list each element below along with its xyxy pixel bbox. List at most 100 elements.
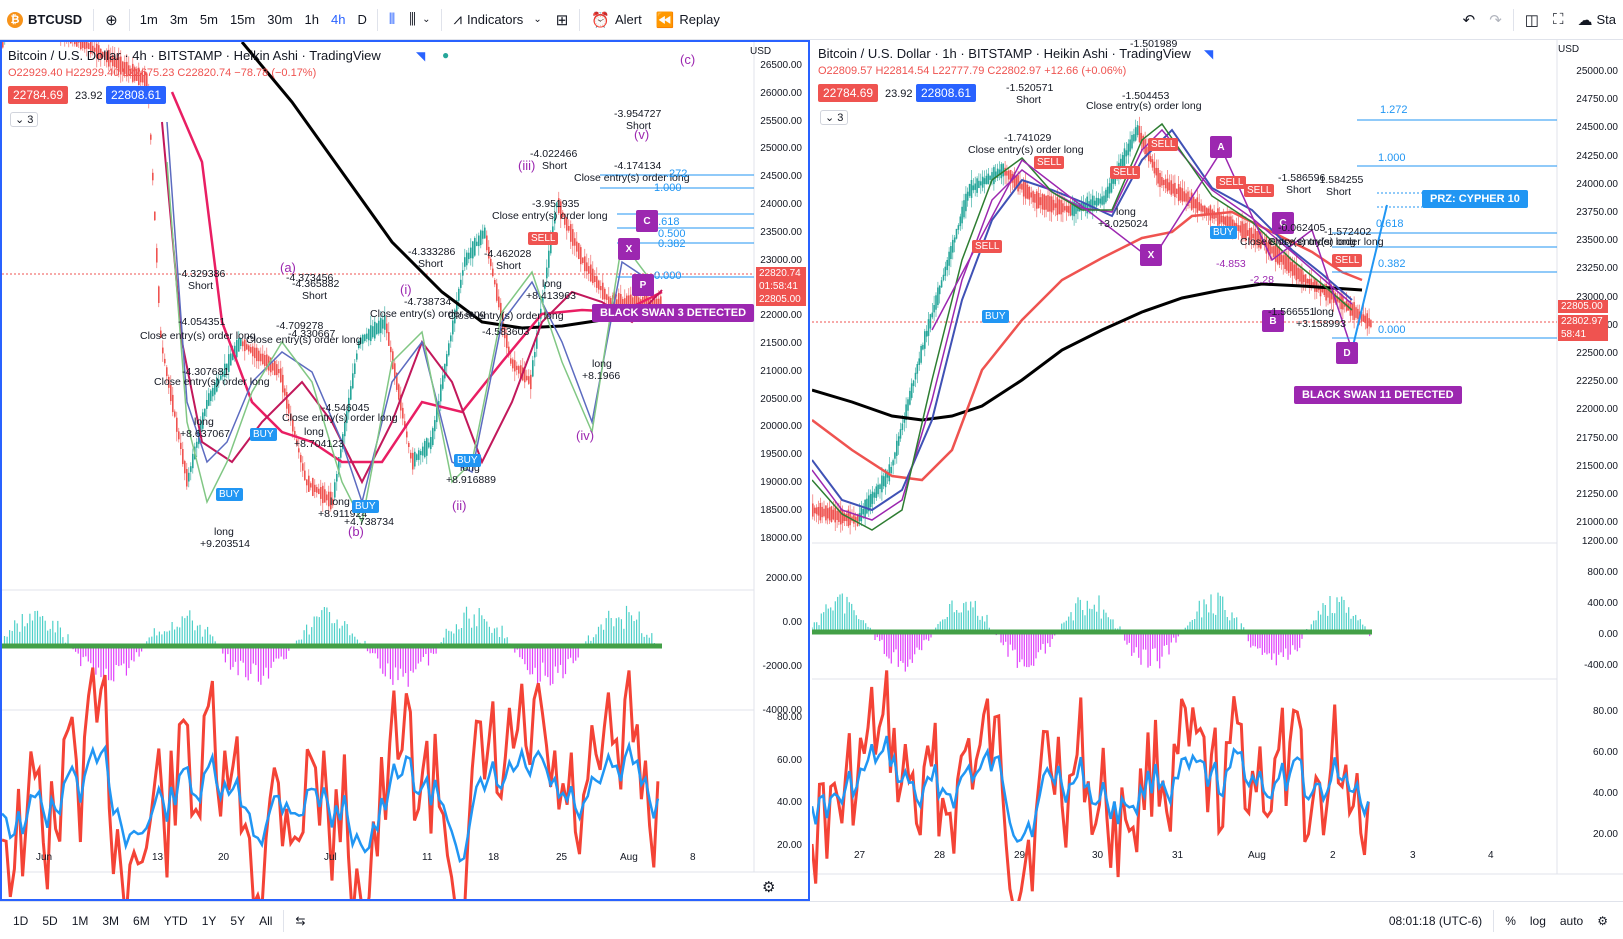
indicators-button[interactable]: ⩘ Indicators ⌄ bbox=[446, 0, 548, 40]
templates-button[interactable]: ⊞ bbox=[549, 0, 576, 40]
axis-tick-label: 25500.00 bbox=[760, 115, 802, 127]
indicators-label: Indicators bbox=[466, 12, 524, 27]
candle bbox=[1093, 200, 1096, 205]
candle bbox=[862, 509, 864, 515]
candle bbox=[180, 442, 182, 449]
candle bbox=[660, 296, 662, 308]
range-5y[interactable]: 5Y bbox=[230, 913, 246, 928]
candle bbox=[248, 345, 250, 352]
candle bbox=[871, 491, 874, 504]
trade-annotation: -0.062405 bbox=[1278, 222, 1326, 234]
long-annotation: +8.1966 bbox=[582, 370, 621, 382]
candle bbox=[376, 323, 378, 335]
close-order-annotation: Close entry(s) order long bbox=[282, 412, 398, 424]
axis-tick-label: 22250.00 bbox=[1576, 376, 1618, 388]
collapse-legend-button[interactable]: ⌄ 3 bbox=[10, 112, 39, 127]
candle bbox=[334, 482, 336, 498]
axis-tick-label: 80.00 bbox=[776, 712, 802, 723]
candle bbox=[494, 280, 496, 285]
candle bbox=[436, 407, 438, 423]
settings-button[interactable]: ⚙ bbox=[1590, 914, 1615, 928]
timeframe-4h[interactable]: 4h bbox=[331, 12, 346, 27]
ask-badge[interactable]: 22808.61 bbox=[916, 84, 977, 102]
range-3m[interactable]: 3M bbox=[102, 913, 120, 928]
ask-badge[interactable]: 22808.61 bbox=[106, 86, 167, 104]
bid-price-tag: 22805.00 bbox=[756, 293, 806, 306]
bar-style-button[interactable]: ⫴ bbox=[382, 0, 402, 40]
range-all[interactable]: All bbox=[259, 913, 273, 928]
candle bbox=[1157, 168, 1159, 184]
timeframe-1h[interactable]: 1h bbox=[304, 12, 319, 27]
candle bbox=[654, 299, 656, 305]
collapse-legend-button[interactable]: ⌄ 3 bbox=[820, 110, 849, 125]
candle-style-button[interactable]: ⫼ ⌄ bbox=[402, 0, 437, 40]
bid-badge[interactable]: 22784.69 bbox=[818, 84, 879, 102]
candle bbox=[1019, 181, 1021, 189]
auto-toggle[interactable]: auto bbox=[1559, 913, 1584, 928]
candle bbox=[875, 486, 878, 498]
timeframe-30m[interactable]: 30m bbox=[267, 12, 293, 27]
percent-toggle[interactable]: % bbox=[1505, 913, 1516, 928]
ma-red-line bbox=[170, 91, 663, 464]
alert-button[interactable]: ⏰ Alert bbox=[584, 0, 648, 40]
candle bbox=[1204, 205, 1206, 215]
candle bbox=[598, 280, 600, 290]
divider bbox=[283, 909, 285, 932]
candle bbox=[336, 474, 338, 482]
replay-button[interactable]: ⏪ Replay bbox=[649, 0, 727, 40]
fullscreen-button[interactable]: ⛶ bbox=[1546, 0, 1571, 40]
candle bbox=[138, 67, 140, 86]
chart-4h-canvas[interactable] bbox=[2, 42, 808, 899]
log-toggle[interactable]: log bbox=[1529, 913, 1546, 928]
range-5d[interactable]: 5D bbox=[42, 913, 58, 928]
candle bbox=[526, 375, 528, 381]
candle bbox=[1120, 158, 1122, 172]
layout-icon: ◫ bbox=[1524, 11, 1539, 29]
range-ytd[interactable]: YTD bbox=[163, 913, 188, 928]
close-order-annotation: Close entry(s) order long bbox=[448, 310, 564, 322]
status-dot-icon: ● bbox=[442, 48, 450, 62]
range-6m[interactable]: 6M bbox=[133, 913, 150, 928]
axis-tick-label: 26000.00 bbox=[760, 87, 802, 99]
candle bbox=[530, 374, 532, 390]
compare-button[interactable]: ⊕ bbox=[98, 0, 125, 40]
save-button[interactable]: ☁ Sta bbox=[1570, 0, 1623, 40]
candle bbox=[204, 408, 206, 417]
candle bbox=[1269, 242, 1271, 255]
currency-label[interactable]: USD bbox=[1558, 44, 1580, 55]
candle bbox=[840, 508, 842, 525]
timeframe-3m[interactable]: 3m bbox=[169, 12, 188, 27]
timeframe-d[interactable]: D bbox=[357, 12, 367, 27]
candle bbox=[961, 206, 963, 224]
candle bbox=[1327, 289, 1329, 298]
time-tick-label: 31 bbox=[1172, 850, 1184, 861]
bars-icon: ⫴ bbox=[388, 11, 396, 28]
trade-annotation: -4.546045 bbox=[322, 402, 370, 414]
bid-badge[interactable]: 22784.69 bbox=[8, 86, 69, 104]
clock-display[interactable]: 08:01:18 (UTC-6) bbox=[1388, 913, 1483, 928]
gear-icon: ⚙ bbox=[1597, 913, 1608, 928]
currency-label[interactable]: USD bbox=[750, 46, 772, 57]
chart-1h-canvas[interactable] bbox=[812, 40, 1623, 901]
range-1d[interactable]: 1D bbox=[13, 913, 29, 928]
ma-red-line bbox=[812, 210, 1363, 482]
timeframe-15m[interactable]: 15m bbox=[229, 12, 256, 27]
gear-icon[interactable]: ⚙ bbox=[762, 879, 776, 896]
redo-button[interactable]: ↷ bbox=[1482, 0, 1509, 40]
range-1m[interactable]: 1M bbox=[71, 913, 89, 928]
chart-pane-1h[interactable]: Bitcoin / U.S. Dollar · 1h · BITSTAMP · … bbox=[812, 38, 1623, 901]
timeframe-1m[interactable]: 1m bbox=[139, 12, 158, 27]
undo-button[interactable]: ↶ bbox=[1456, 0, 1483, 40]
close-price-tag: 22802.97 bbox=[1558, 315, 1608, 328]
layout-button[interactable]: ◫ bbox=[1518, 0, 1546, 40]
candle bbox=[860, 507, 863, 522]
candle bbox=[588, 266, 590, 274]
candle bbox=[136, 69, 138, 81]
axis-tick-label: 23250.00 bbox=[1576, 263, 1618, 275]
date-range-button[interactable]: ⇆ bbox=[288, 914, 312, 928]
candle bbox=[474, 238, 476, 256]
timeframe-5m[interactable]: 5m bbox=[199, 12, 218, 27]
chart-pane-4h[interactable]: Bitcoin / U.S. Dollar · 4h · BITSTAMP · … bbox=[0, 40, 810, 901]
symbol-search[interactable]: ₿ BTCUSD bbox=[0, 0, 89, 40]
range-1y[interactable]: 1Y bbox=[201, 913, 217, 928]
